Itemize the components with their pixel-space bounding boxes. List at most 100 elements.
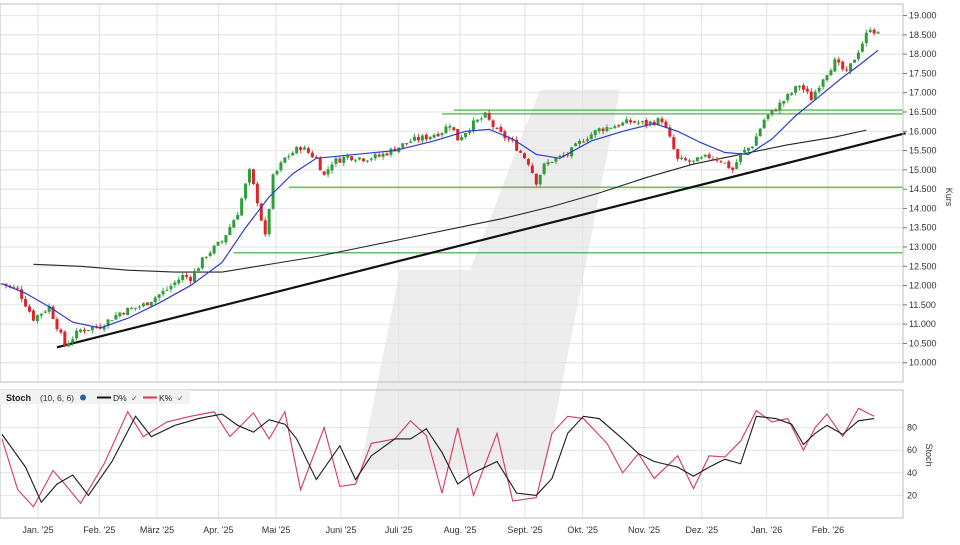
candle-body xyxy=(416,136,420,141)
candle-body xyxy=(444,126,448,134)
legend-d-check-icon[interactable]: ✓ xyxy=(131,394,138,403)
candle-body xyxy=(860,43,864,52)
candle-body xyxy=(157,294,161,298)
candle-body xyxy=(338,158,342,163)
candle-body xyxy=(464,132,468,138)
sma-slow-line xyxy=(33,129,867,273)
candle-body xyxy=(428,136,432,140)
candle-body xyxy=(401,143,405,148)
candle-body xyxy=(629,120,633,123)
candle-body xyxy=(849,63,853,72)
candle-body xyxy=(825,75,829,81)
candle-body xyxy=(794,86,798,93)
candle-body xyxy=(161,290,165,295)
candle-body xyxy=(4,283,8,286)
x-tick-label: Sept. '25 xyxy=(507,525,542,535)
axes: Jan. '25 Feb. '25 März '25 Apr. '25 Mai '25 J… xyxy=(0,3,937,535)
candle-body xyxy=(660,118,664,123)
candle-body xyxy=(8,285,12,287)
candle-body xyxy=(876,32,880,34)
candle-body xyxy=(754,136,758,146)
candle-body xyxy=(232,220,236,228)
candle-body xyxy=(86,330,90,332)
stoch-params: (10, 6, 6) xyxy=(40,393,74,403)
stoch-panel xyxy=(1,407,875,508)
candle-body xyxy=(330,164,334,171)
candle-body xyxy=(739,152,743,162)
candle-body xyxy=(471,120,475,132)
candle-body xyxy=(236,214,240,220)
candle-body xyxy=(405,143,409,145)
x-tick-label: Jan. '25 xyxy=(22,525,53,535)
candle-body xyxy=(251,169,255,185)
x-tick-label: Aug. '25 xyxy=(444,525,477,535)
candle-body xyxy=(487,113,491,120)
stoch-header-bg xyxy=(0,390,190,404)
candle-body xyxy=(872,29,876,34)
candle-body xyxy=(578,140,581,144)
candle-body xyxy=(735,162,739,169)
candle-body xyxy=(75,330,79,339)
candle-body xyxy=(126,307,130,316)
legend-k-check-icon[interactable]: ✓ xyxy=(177,394,184,403)
candle-body xyxy=(727,161,731,169)
candle-body xyxy=(617,125,621,127)
candle-body xyxy=(79,329,83,332)
candle-body xyxy=(507,138,511,140)
candle-body xyxy=(817,87,821,92)
candle-body xyxy=(691,160,695,162)
candle-body xyxy=(216,241,220,246)
candle-body xyxy=(499,127,503,132)
candle-body xyxy=(303,147,306,150)
candle-body xyxy=(20,289,24,299)
candle-body xyxy=(833,59,837,72)
candle-body xyxy=(574,143,578,147)
watermark-shape xyxy=(360,90,620,470)
x-tick-label: Apr. '25 xyxy=(203,525,233,535)
price-tick-label: 13.000 xyxy=(909,242,937,252)
price-tick-label: 15.000 xyxy=(909,165,937,175)
candle-body xyxy=(786,93,790,101)
candle-body xyxy=(189,277,193,281)
candle-body xyxy=(633,121,636,123)
candle-body xyxy=(452,127,456,131)
candle-body xyxy=(149,301,153,306)
stoch-d-line xyxy=(1,413,875,504)
candle-body xyxy=(334,158,338,164)
candle-body xyxy=(373,154,377,159)
candle-body xyxy=(350,156,354,161)
stoch-settings-icon[interactable] xyxy=(80,394,86,401)
price-tick-label: 17.500 xyxy=(909,68,937,78)
candle-body xyxy=(762,119,766,129)
candle-body xyxy=(774,110,778,112)
candle-body xyxy=(676,149,680,159)
candle-body xyxy=(515,139,519,151)
trendline xyxy=(56,132,906,349)
price-tick-label: 16.500 xyxy=(909,107,937,117)
watermark-logo xyxy=(360,90,620,470)
candle-body xyxy=(593,130,597,136)
candle-body xyxy=(703,154,707,157)
price-tick-label: 14.000 xyxy=(909,203,937,213)
candle-body xyxy=(648,121,652,125)
candle-body xyxy=(550,161,554,163)
stoch-panel-border xyxy=(0,389,904,519)
x-tick-label: Jan. '26 xyxy=(751,525,782,535)
candle-body xyxy=(377,154,381,157)
candle-body xyxy=(248,169,251,183)
candle-body xyxy=(746,147,750,151)
candle-body xyxy=(67,343,71,347)
price-tick-label: 18.000 xyxy=(909,49,937,59)
x-tick-label: Dez. '25 xyxy=(685,525,718,535)
candle-body xyxy=(24,299,28,307)
price-panel-border xyxy=(0,3,904,383)
candle-body xyxy=(346,155,350,158)
x-tick-label: Feb. '25 xyxy=(83,525,115,535)
candle-body xyxy=(809,91,813,101)
candle-body xyxy=(589,134,593,140)
candle-body xyxy=(644,120,648,126)
candle-body xyxy=(719,161,723,163)
candle-body xyxy=(609,127,613,129)
sma-fast-line xyxy=(1,49,879,329)
x-tick-label: Feb. '26 xyxy=(812,525,844,535)
